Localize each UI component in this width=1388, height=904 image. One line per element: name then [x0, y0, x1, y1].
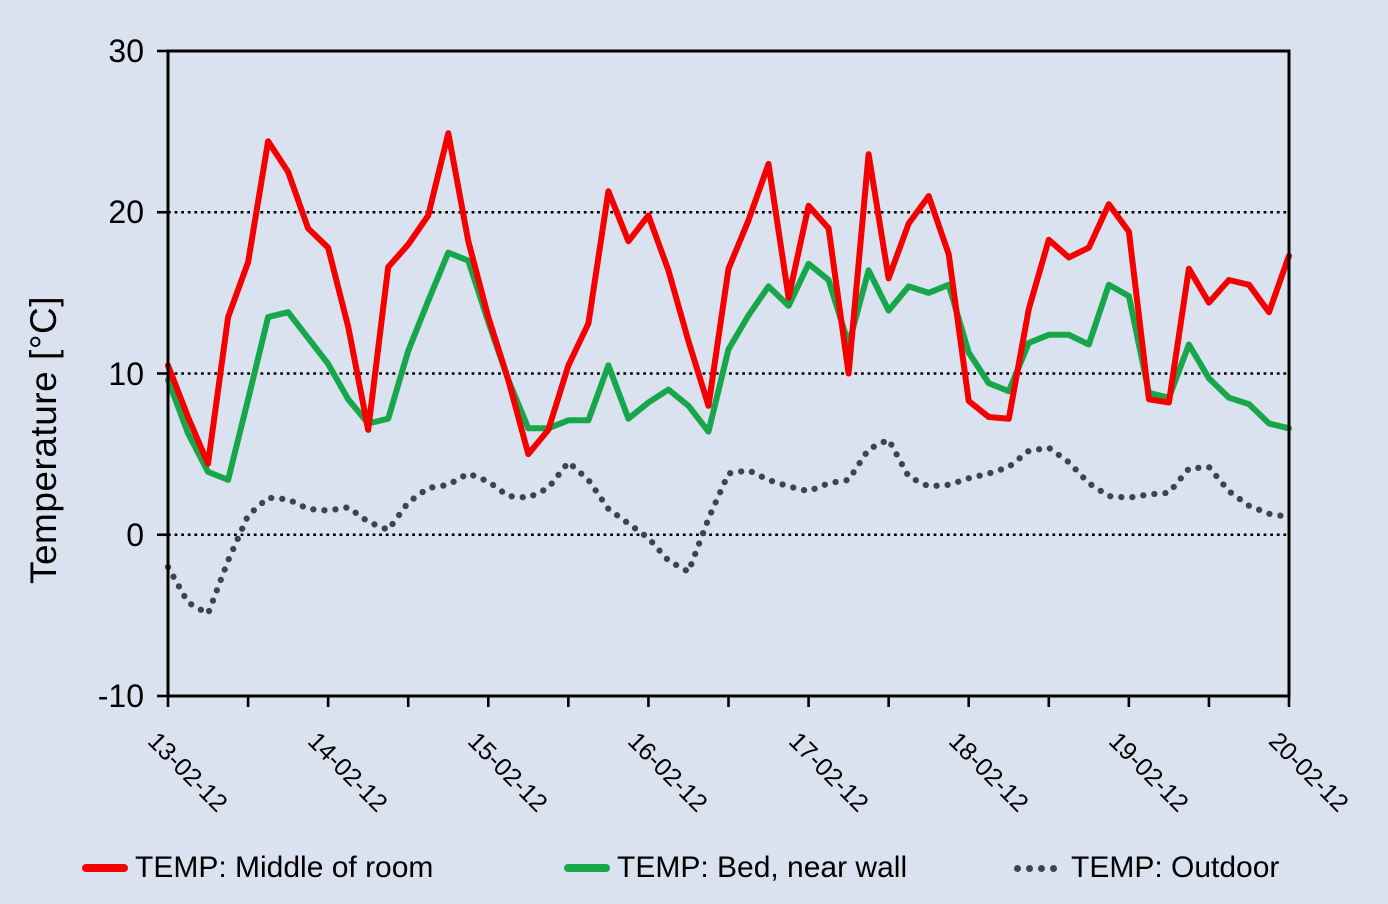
y-tick-label: -10 — [97, 678, 144, 714]
legend-dots-outdoor-icon — [1014, 864, 1062, 872]
legend-line-bed-near-wall-icon — [564, 864, 610, 872]
y-tick-label: 30 — [108, 33, 144, 69]
legend-item-middle-of-room: TEMP: Middle of room — [82, 846, 433, 890]
x-tick-label: 13-02-12 — [142, 727, 233, 818]
y-tick-label: 0 — [126, 516, 144, 553]
x-tick-label: 14-02-12 — [302, 727, 393, 818]
x-tick-label: 18-02-12 — [942, 727, 1034, 818]
legend-item-outdoor: TEMP: Outdoor — [1014, 846, 1279, 890]
legend-label-outdoor: TEMP: Outdoor — [1071, 851, 1280, 884]
legend-item-bed-near-wall: TEMP: Bed, near wall — [564, 846, 907, 890]
plot-area — [157, 49, 1293, 707]
x-tick-label: 16-02-12 — [622, 727, 714, 818]
y-tick-label: 20 — [108, 194, 144, 231]
series-line-bed-near-wall — [165, 249, 1292, 483]
y-axis-title: Temperature [°C] — [23, 295, 64, 585]
series-line-outdoor — [164, 436, 1293, 617]
x-tick-label: 17-02-12 — [782, 727, 874, 818]
y-tick-label: 10 — [108, 355, 144, 392]
x-tick-label: 20-02-12 — [1263, 727, 1354, 818]
legend-line-middle-of-room-icon — [82, 864, 128, 872]
x-tick-label: 19-02-12 — [1103, 727, 1194, 818]
x-tick-label: 15-02-12 — [462, 727, 554, 818]
series-line-middle-of-room — [165, 130, 1292, 467]
legend-label-bed-near-wall: TEMP: Bed, near wall — [617, 851, 908, 884]
legend-label-middle-of-room: TEMP: Middle of room — [135, 851, 434, 884]
